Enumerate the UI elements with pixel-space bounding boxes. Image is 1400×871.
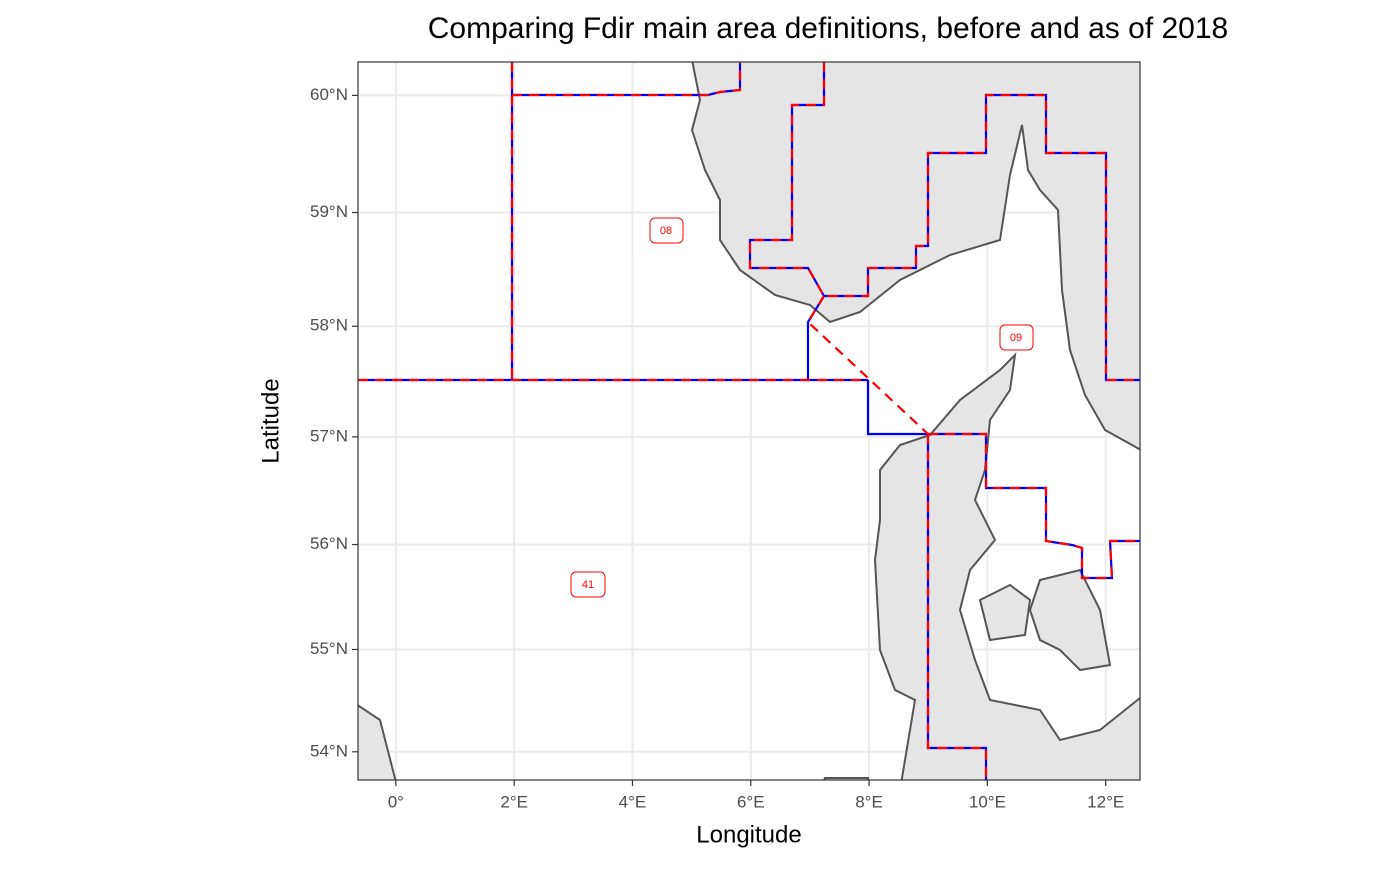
x-tick-label: 8°E xyxy=(855,792,883,811)
area-label-text: 41 xyxy=(582,579,594,591)
chart-title: Comparing Fdir main area definitions, be… xyxy=(428,12,1228,45)
boundaries-2018 xyxy=(358,62,1140,780)
x-tick-label: 4°E xyxy=(619,792,647,811)
area-label-text: 09 xyxy=(1010,332,1022,344)
x-tick-label: 10°E xyxy=(969,792,1006,811)
x-axis-title: Longitude xyxy=(696,821,801,848)
area-label: 09 xyxy=(999,324,1034,351)
y-tick-label: 58°N xyxy=(310,316,348,335)
y-tick-label: 56°N xyxy=(310,534,348,553)
coastline-uk xyxy=(358,704,397,780)
y-tick-label: 54°N xyxy=(310,741,348,760)
y-tick-label: 60°N xyxy=(310,85,348,104)
area-label-text: 08 xyxy=(660,225,672,237)
y-tick-label: 59°N xyxy=(310,202,348,221)
coastline-funen xyxy=(978,583,1032,642)
area-label: 41 xyxy=(570,571,606,598)
y-axis-title: Latitude xyxy=(257,378,284,463)
map-layer xyxy=(358,62,1140,780)
x-tick-label: 12°E xyxy=(1087,792,1124,811)
axes: 0° 2°E 4°E 6°E 8°E 10°E 12°E 54°N 55°N 56°N 57°N 58… xyxy=(310,85,1124,812)
coastline-zealand xyxy=(1028,568,1112,672)
x-tick-label: 0° xyxy=(388,792,404,811)
y-tick-label: 57°N xyxy=(310,426,348,445)
area-label: 08 xyxy=(649,217,684,244)
panel-border xyxy=(357,61,1141,781)
x-tick-label: 2°E xyxy=(500,792,528,811)
x-tick-label: 6°E xyxy=(737,792,765,811)
y-tick-label: 55°N xyxy=(310,639,348,658)
coastline-jutland xyxy=(873,352,1140,780)
